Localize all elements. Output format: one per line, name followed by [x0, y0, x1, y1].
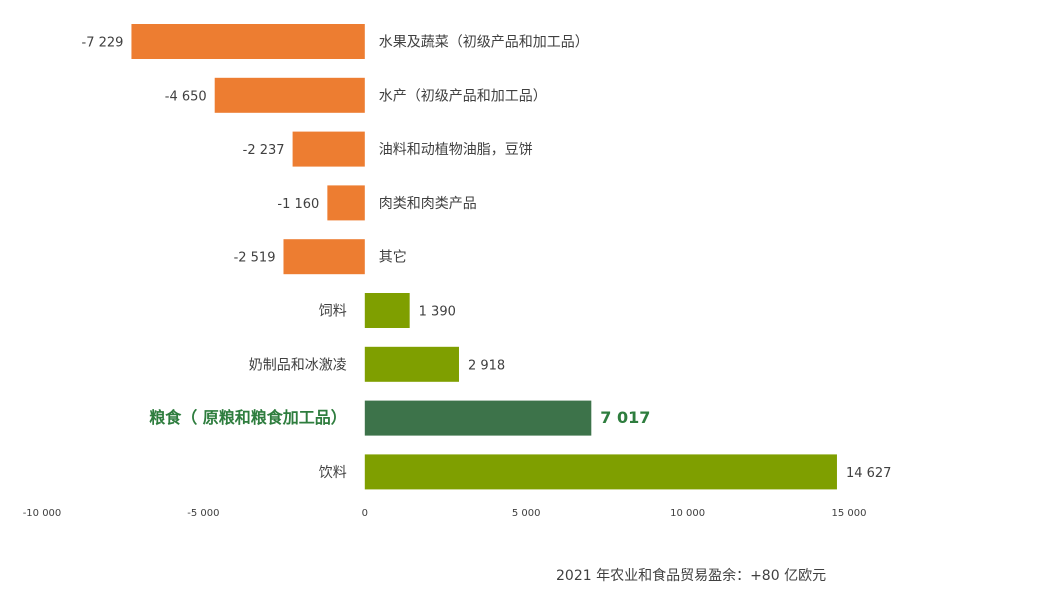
- x-tick-label: 5 000: [512, 508, 541, 519]
- data-label: -7 229: [82, 36, 124, 51]
- x-tick-label: -10 000: [23, 508, 62, 519]
- data-label: -2 519: [234, 251, 276, 266]
- data-label: -1 160: [277, 197, 319, 212]
- data-label: 1 390: [419, 305, 456, 320]
- bar: [283, 239, 365, 275]
- bar: [364, 454, 837, 490]
- x-tick-label: 0: [362, 508, 368, 519]
- category-label: 水果及蔬菜（初级产品和加工品）: [379, 34, 589, 51]
- x-tick-label: -5 000: [187, 508, 219, 519]
- bar: [131, 24, 365, 59]
- bar: [364, 293, 410, 328]
- bar: [214, 77, 365, 113]
- bar: [292, 131, 365, 167]
- data-label: -2 237: [243, 143, 285, 158]
- data-label: 14 627: [846, 466, 892, 481]
- trade-surplus-note: 2021 年农业和食品贸易盈余：+80 亿欧元: [556, 568, 827, 584]
- category-label: 饮料: [319, 465, 347, 481]
- data-label: -4 650: [165, 89, 207, 104]
- data-label: 7 017: [600, 408, 650, 427]
- bar: [364, 400, 592, 436]
- bar: [327, 185, 365, 221]
- category-label: 其它: [379, 249, 407, 266]
- bar: [364, 346, 459, 382]
- category-label: 水产（初级产品和加工品）: [379, 87, 547, 104]
- category-label: 粮食（ 原粮和粮食加工品）: [149, 408, 347, 427]
- category-label: 饲料: [319, 304, 347, 320]
- category-label: 油料和动植物油脂，豆饼: [379, 142, 533, 158]
- x-tick-label: 15 000: [832, 508, 867, 519]
- x-tick-label: 10 000: [670, 508, 705, 519]
- category-label: 肉类和肉类产品: [379, 196, 477, 212]
- category-label: 奶制品和冰激凌: [249, 356, 347, 373]
- data-label: 2 918: [468, 358, 505, 373]
